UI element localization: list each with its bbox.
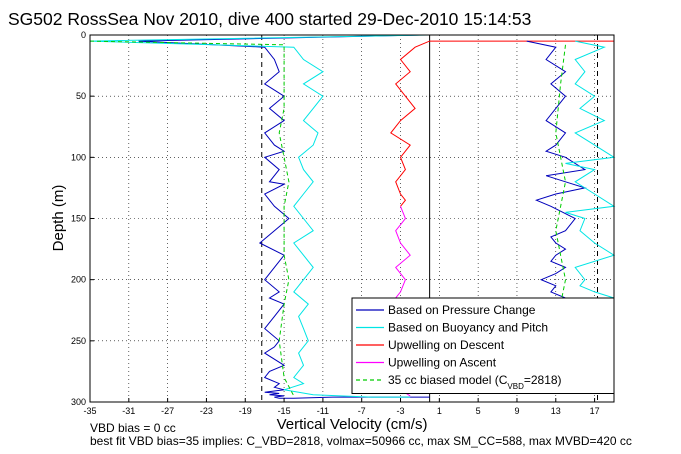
x-tick-label: -19 bbox=[239, 406, 252, 416]
y-tick-label: 50 bbox=[76, 91, 86, 101]
series-line-7 bbox=[565, 40, 616, 305]
legend-entry: Based on Pressure Change bbox=[388, 303, 536, 317]
chart-title: SG502 RossSea Nov 2010, dive 400 started… bbox=[8, 9, 531, 29]
best-fit-note: best fit VBD bias=35 implies: C_VBD=2818… bbox=[90, 434, 632, 448]
legend-entry: Upwelling on Ascent bbox=[388, 356, 497, 370]
y-tick-label: 150 bbox=[71, 214, 86, 224]
y-tick-label: 300 bbox=[71, 397, 86, 407]
x-axis-ticks: -35 -31 -27 -23 -19 -15 -11 -7 -3 1 5 9 13 17 bbox=[83, 398, 600, 416]
x-axis-label: Vertical Velocity (cm/s) bbox=[277, 416, 428, 433]
y-tick-label: 250 bbox=[71, 336, 86, 346]
x-tick-label: -11 bbox=[317, 406, 329, 416]
x-tick-label: -27 bbox=[161, 406, 174, 416]
x-tick-label: 9 bbox=[514, 406, 519, 416]
x-tick-label: -31 bbox=[122, 406, 135, 416]
legend: Based on Pressure Change Based on Buoyanc… bbox=[351, 297, 615, 394]
series-line-8 bbox=[555, 44, 567, 305]
x-tick-label: -7 bbox=[358, 406, 366, 416]
series-line-2 bbox=[89, 34, 430, 398]
x-tick-label: 13 bbox=[551, 406, 561, 416]
y-axis-label: Depth (m) bbox=[50, 185, 67, 252]
vbd-bias-note: VBD bias = 0 cc bbox=[90, 421, 176, 435]
x-tick-label: -35 bbox=[83, 406, 96, 416]
y-tick-label: 0 bbox=[81, 30, 86, 40]
series-group bbox=[89, 34, 616, 399]
x-tick-label: -23 bbox=[200, 406, 213, 416]
x-tick-label: 1 bbox=[437, 406, 442, 416]
x-tick-label: 17 bbox=[590, 406, 600, 416]
x-tick-label: -15 bbox=[278, 406, 291, 416]
y-tick-label: 200 bbox=[71, 275, 86, 285]
x-tick-label: -3 bbox=[397, 406, 405, 416]
legend-entry: Based on Buoyancy and Pitch bbox=[388, 321, 548, 335]
series-line-5 bbox=[89, 40, 295, 397]
x-tick-label: 5 bbox=[476, 406, 481, 416]
y-tick-label: 100 bbox=[71, 152, 86, 162]
y-axis-ticks: 0 50 100 150 200 250 300 bbox=[71, 30, 94, 407]
series-line-3 bbox=[390, 40, 614, 207]
legend-box bbox=[351, 297, 615, 394]
legend-entry: Upwelling on Descent bbox=[388, 338, 505, 352]
